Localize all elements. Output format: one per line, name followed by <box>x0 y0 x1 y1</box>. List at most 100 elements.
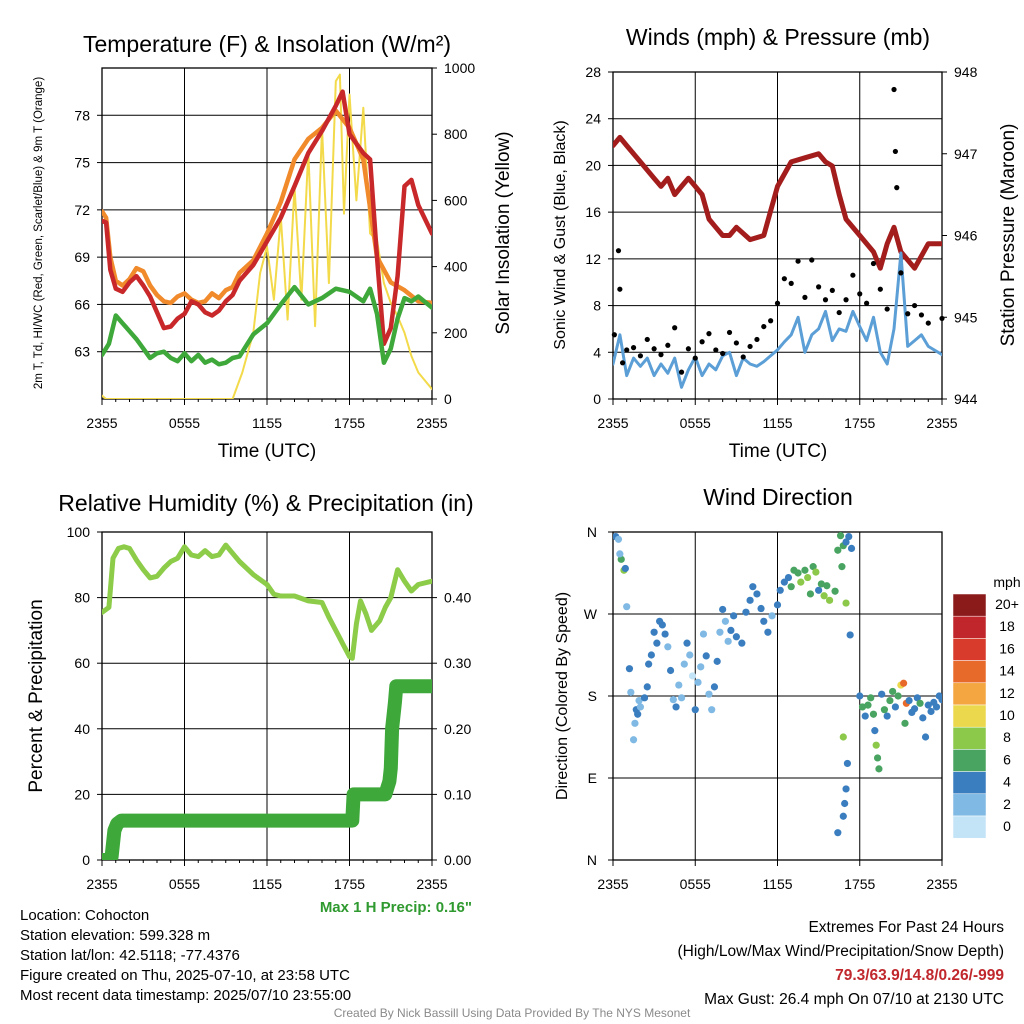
rh-xtick-label: 1755 <box>334 876 365 892</box>
gust-point <box>761 323 767 330</box>
gust-point <box>720 350 726 357</box>
winds-ytick-label: 16 <box>585 204 601 220</box>
direction-point <box>891 703 899 711</box>
direction-point <box>636 703 645 711</box>
direction-point <box>787 583 795 591</box>
gust-point <box>795 258 801 264</box>
direction-point <box>938 696 942 704</box>
winds-ytick-label: 24 <box>585 111 601 127</box>
direction-point <box>834 546 842 554</box>
legend-swatch <box>952 793 987 817</box>
direction-point <box>721 617 730 625</box>
direction-point <box>839 812 847 820</box>
station-elevation: Station elevation: 599.328 m <box>20 927 211 944</box>
rh-panel: 2355 0555 1155 1755 2355 0 20 40 60 80 100 0.00 0.10… <box>67 524 472 892</box>
direction-point <box>809 563 817 571</box>
direction-point <box>730 612 738 620</box>
winds-ytick-right-label: 946 <box>954 228 978 244</box>
direction-point <box>664 643 672 651</box>
gust-point <box>843 297 849 303</box>
direction-point <box>894 692 902 700</box>
gust-point <box>774 300 781 306</box>
recent-timestamp: Most recent data timestamp: 2025/07/10 2… <box>20 987 352 1004</box>
direction-point <box>760 617 768 625</box>
gust-point <box>884 306 890 312</box>
station-location: Location: Cohocton <box>20 907 150 924</box>
direction-point <box>669 696 677 704</box>
gust-point <box>877 286 883 292</box>
dir-xtick-label: 2355 <box>926 876 957 892</box>
direction-point <box>627 688 635 696</box>
direction-point <box>746 596 754 604</box>
gust-point <box>713 347 719 353</box>
winds-ytick-right-label: 944 <box>954 391 978 407</box>
winds-ytick-label: 8 <box>593 298 601 314</box>
direction-point <box>836 532 845 540</box>
direction-point <box>820 592 828 600</box>
direction-point <box>653 639 661 647</box>
legend-label: 14 <box>999 663 1015 679</box>
winds-xlabel: Time (UTC) <box>729 441 828 462</box>
temp-ylabel-left: 2m T, Td, HI/WC (Red, Green, Scarlet/Blu… <box>33 77 45 389</box>
credit-line: Created By Nick Bassill Using Data Provi… <box>333 1006 691 1020</box>
wind-speed-line <box>613 251 942 389</box>
direction-point <box>625 665 634 673</box>
temp-panel: 2355 0555 1155 1755 2355 63 66 69 72 75 78 0 200 400 6… <box>74 60 475 431</box>
direction-point <box>719 605 727 614</box>
direction-point <box>831 587 839 595</box>
temp-xtick-label: 1155 <box>252 415 282 431</box>
extremes-values: 79.3/63.9/14.8/0.26/-999 <box>835 967 1004 984</box>
temp-ytick-label: 75 <box>74 155 90 171</box>
gust-point <box>611 332 617 338</box>
direction-point <box>842 785 850 793</box>
direction-point <box>842 538 850 546</box>
temp-ytick-label: 63 <box>74 344 90 360</box>
dir-xtick-label: 1155 <box>762 876 792 892</box>
direction-point <box>749 583 757 591</box>
direction-point <box>872 741 880 749</box>
rh-ytick-label: 20 <box>74 786 90 802</box>
direction-point <box>843 759 852 768</box>
temp-ytick-right-label: 800 <box>444 126 468 142</box>
gust-point <box>891 86 897 93</box>
direction-point <box>702 652 710 660</box>
gust-point <box>740 354 746 360</box>
gust-point <box>857 291 863 297</box>
winds-xtick-label: 1755 <box>844 415 875 431</box>
rh-line <box>102 542 432 661</box>
direction-point <box>694 678 702 686</box>
direction-point <box>773 601 782 609</box>
gust-point <box>726 329 733 336</box>
temp-ytick-right-label: 1000 <box>444 60 475 76</box>
direction-point <box>621 564 629 573</box>
direction-point <box>634 710 642 718</box>
direction-point <box>880 706 889 714</box>
direction-point <box>869 710 878 718</box>
direction-point <box>643 683 651 691</box>
direction-point <box>647 651 655 659</box>
direction-point <box>727 626 735 635</box>
gust-point <box>850 272 856 278</box>
legend-swatch <box>952 815 987 839</box>
winds-ylabel-left: Sonic Wind & Gust (Blue, Black) <box>552 120 569 349</box>
direction-point <box>797 578 805 586</box>
winds-ytick-label: 28 <box>585 64 601 80</box>
direction-point <box>631 719 639 727</box>
direction-point <box>867 694 875 702</box>
gust-point <box>706 331 712 337</box>
legend-swatch <box>952 615 987 639</box>
dir-ytick-label: E <box>588 770 597 786</box>
temp-ytick-right-label: 400 <box>444 259 468 275</box>
direction-point <box>699 630 708 638</box>
legend-label: 0 <box>1003 818 1011 834</box>
direction-point <box>815 586 823 594</box>
direction-point <box>861 712 869 720</box>
temp-xtick-label: 2355 <box>86 415 117 431</box>
direction-point <box>776 586 784 594</box>
temp-ytick-right-label: 0 <box>444 391 452 407</box>
direction-point <box>864 701 872 709</box>
gust-point <box>836 309 842 316</box>
rh-title: Relative Humidity (%) & Precipitation (i… <box>58 490 473 516</box>
